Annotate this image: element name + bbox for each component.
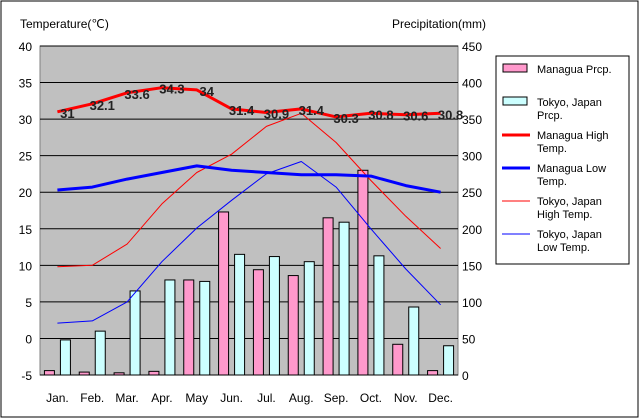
left-axis-title: Temperature(℃) <box>20 17 109 31</box>
data-label: 34 <box>200 84 215 99</box>
month-label: Apr. <box>151 391 172 405</box>
line-layer <box>57 86 441 324</box>
data-label: 33.6 <box>124 87 149 102</box>
precip-bar <box>252 269 264 376</box>
data-label: 30.8 <box>438 107 463 122</box>
data-label: 32.1 <box>90 98 115 113</box>
right-tick-label: 300 <box>462 150 482 164</box>
precip-bar <box>218 211 230 376</box>
temperature-line <box>57 112 441 268</box>
precip-bar <box>303 261 315 376</box>
legend-label: Tokyo, Japan Low Temp. <box>537 229 602 254</box>
legend-label: Managua Prcp. <box>537 64 612 76</box>
month-label: May <box>185 391 208 405</box>
left-tick-label: 15 <box>19 223 33 237</box>
precip-bar <box>199 280 211 376</box>
plot-area <box>39 45 459 376</box>
precip-bar <box>322 217 334 376</box>
legend-label: Managua Low Temp. <box>537 163 606 188</box>
left-tick-label: 25 <box>19 150 33 164</box>
bar-layer <box>43 169 455 376</box>
temperature-line <box>57 86 441 119</box>
right-tick-labels: 0 50 100 150 200 250 300 350 400 450 <box>462 40 482 383</box>
precip-bar <box>357 169 369 376</box>
month-label: Aug. <box>289 391 314 405</box>
precip-bar <box>43 370 55 376</box>
legend-swatch <box>502 96 528 106</box>
month-label: Sep. <box>324 391 349 405</box>
precip-bar <box>268 256 280 376</box>
right-tick-label: 0 <box>462 369 469 383</box>
precip-bar <box>129 290 141 376</box>
precip-bar <box>94 330 106 376</box>
right-tick-label: 450 <box>462 40 482 54</box>
left-tick-label: 20 <box>19 186 33 200</box>
month-tick-labels: Jan. Feb. Mar. Apr. May Jun. Jul. Aug. Sep. Oct. N… <box>46 391 453 405</box>
precip-bar <box>148 370 160 376</box>
month-label: Jan. <box>46 391 69 405</box>
temperature-line <box>57 164 441 194</box>
right-tick-label: 150 <box>462 259 482 273</box>
left-tick-label: -5 <box>21 369 32 383</box>
legend-label: Tokyo, Japan Prcp. <box>537 97 602 122</box>
left-tick-labels: -5 0 5 10 15 20 25 30 35 40 <box>19 40 33 383</box>
right-tick-label: 50 <box>462 332 476 346</box>
precip-bar <box>373 255 385 376</box>
left-tick-label: 30 <box>19 113 33 127</box>
left-tick-label: 0 <box>25 332 32 346</box>
month-label: Dec. <box>428 391 453 405</box>
right-tick-label: 100 <box>462 296 482 310</box>
left-tick-label: 35 <box>19 77 33 91</box>
data-label: 34.3 <box>159 82 184 97</box>
precip-bar <box>164 279 176 376</box>
gridlines <box>40 45 458 376</box>
month-label: Mar. <box>115 391 138 405</box>
precip-bar <box>59 339 71 376</box>
data-label: 31 <box>60 106 74 121</box>
precip-bar <box>443 345 455 376</box>
month-label: Nov. <box>394 391 418 405</box>
precip-bar <box>113 372 125 376</box>
legend-box <box>495 55 630 265</box>
legend: Managua Prcp. Tokyo, Japan Prcp. Managua Hi… <box>495 55 630 265</box>
temperature-line <box>57 161 441 324</box>
legend-swatch <box>502 63 528 73</box>
precip-bar <box>234 253 246 376</box>
precip-bar <box>287 275 299 376</box>
legend-label: Tokyo, Japan High Temp. <box>537 196 602 221</box>
precip-bar <box>408 306 420 376</box>
precip-bar <box>427 370 439 376</box>
data-label: 31.4 <box>299 103 325 118</box>
left-tick-label: 5 <box>25 296 32 310</box>
right-tick-label: 350 <box>462 113 482 127</box>
data-label-layer: 31 32.1 33.6 34.3 34 31.4 30.9 31.4 30.3 30.8 30.6… <box>60 82 463 126</box>
left-tick-label: 40 <box>19 40 33 54</box>
right-tick-label: 250 <box>462 186 482 200</box>
data-label: 31.4 <box>229 103 255 118</box>
month-label: Feb. <box>80 391 104 405</box>
data-label: 30.3 <box>333 111 358 126</box>
data-label: 30.8 <box>368 107 393 122</box>
month-label: Oct. <box>360 391 382 405</box>
month-label: Jun. <box>220 391 243 405</box>
month-label: Jul. <box>257 391 276 405</box>
data-label: 30.6 <box>403 109 428 124</box>
legend-label: Managua High Temp. <box>537 130 609 155</box>
precip-bar <box>78 371 90 376</box>
right-axis-title: Precipitation(mm) <box>392 17 486 31</box>
right-tick-label: 400 <box>462 77 482 91</box>
left-tick-label: 10 <box>19 259 33 273</box>
precip-bar <box>392 343 404 376</box>
data-label: 30.9 <box>264 107 289 122</box>
precip-bar <box>183 279 195 376</box>
right-tick-label: 200 <box>462 223 482 237</box>
precip-bar <box>338 221 350 376</box>
